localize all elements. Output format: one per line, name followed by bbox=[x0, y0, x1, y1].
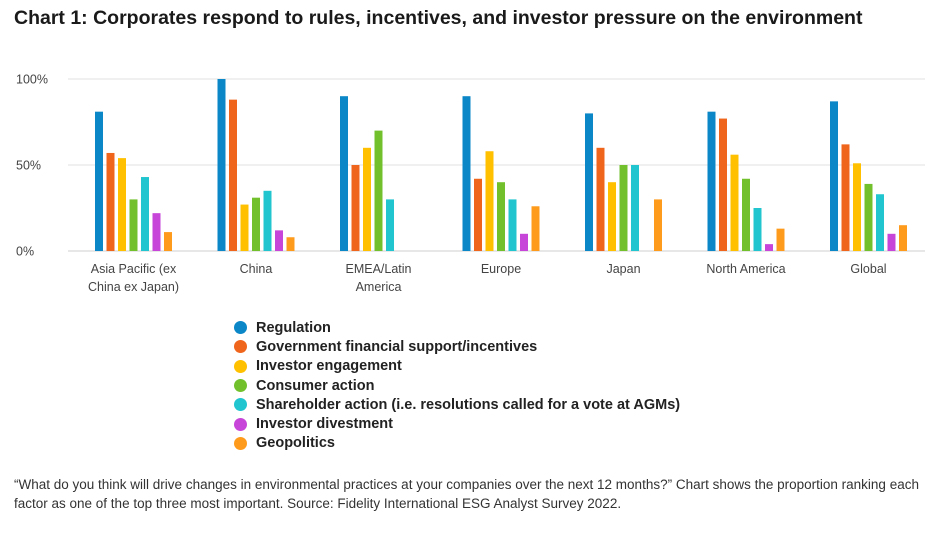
legend-label: Geopolitics bbox=[256, 435, 335, 452]
legend-item: Investor engagement bbox=[234, 357, 680, 376]
legend-swatch bbox=[234, 436, 247, 450]
bar-chart: 0% 50% 100% Asia Pacific (ex China ex Japan… bbox=[16, 73, 925, 294]
bar bbox=[497, 182, 505, 251]
legend-swatch bbox=[234, 340, 247, 354]
legend-label: Government financial support/incentives bbox=[256, 338, 538, 355]
legend-item: Government financial support/incentives bbox=[234, 337, 680, 356]
legend-item: Geopolitics bbox=[234, 434, 680, 453]
y-tick-label: 100% bbox=[16, 73, 48, 87]
bar bbox=[631, 165, 639, 251]
legend-item: Investor divestment bbox=[234, 414, 680, 433]
bar bbox=[841, 144, 850, 251]
bar bbox=[275, 230, 283, 251]
y-axis-ticks: 0% 50% 100% bbox=[16, 73, 48, 259]
legend-item: Regulation bbox=[234, 318, 680, 337]
chart-legend: Regulation Government financial support/i… bbox=[234, 318, 680, 453]
bar bbox=[730, 154, 739, 251]
legend-swatch bbox=[234, 417, 247, 431]
legend-label: Shareholder action (i.e. resolutions cal… bbox=[256, 396, 681, 413]
bar bbox=[462, 96, 471, 251]
bar bbox=[152, 213, 161, 251]
bar bbox=[374, 130, 383, 251]
bar bbox=[531, 206, 540, 251]
category-label: China bbox=[240, 262, 273, 276]
bar bbox=[520, 233, 528, 251]
legend-label: Investor divestment bbox=[256, 416, 393, 433]
bar bbox=[830, 101, 838, 251]
legend-swatch bbox=[234, 398, 247, 412]
bar bbox=[742, 178, 750, 251]
bar bbox=[351, 165, 360, 251]
bar bbox=[508, 199, 517, 251]
bars bbox=[95, 79, 907, 252]
bar bbox=[765, 244, 773, 251]
y-tick-label: 0% bbox=[16, 245, 34, 259]
bar bbox=[263, 190, 272, 251]
bar bbox=[474, 178, 482, 251]
category-label: Global bbox=[850, 262, 886, 276]
y-tick-label: 50% bbox=[16, 159, 41, 173]
bar bbox=[887, 233, 896, 251]
bar bbox=[252, 197, 260, 251]
bar bbox=[776, 228, 785, 251]
legend-swatch bbox=[234, 321, 247, 335]
gridlines bbox=[68, 78, 925, 252]
bar bbox=[864, 183, 873, 251]
category-label: Japan bbox=[606, 262, 640, 276]
bar bbox=[95, 111, 103, 252]
bar bbox=[654, 199, 662, 251]
legend-label: Regulation bbox=[256, 319, 331, 336]
x-axis-categories: Asia Pacific (ex China ex Japan) China EMEA… bbox=[88, 262, 887, 294]
bar bbox=[106, 152, 115, 251]
chart-title: Chart 1: Corporates respond to rules, in… bbox=[14, 7, 863, 29]
category-label: EMEA/Latin bbox=[345, 262, 411, 276]
legend-swatch bbox=[234, 379, 247, 393]
bar bbox=[164, 232, 172, 251]
bar bbox=[118, 158, 126, 251]
legend-item: Consumer action bbox=[234, 376, 680, 395]
legend-swatch bbox=[234, 359, 247, 373]
legend-item: Shareholder action (i.e. resolutions cal… bbox=[234, 395, 680, 414]
bar bbox=[340, 96, 348, 251]
bar bbox=[853, 163, 861, 251]
bar bbox=[386, 199, 394, 251]
bar bbox=[753, 208, 762, 251]
bar bbox=[596, 147, 605, 251]
bar bbox=[585, 113, 593, 252]
legend-label: Consumer action bbox=[256, 377, 375, 394]
legend-label: Investor engagement bbox=[256, 358, 402, 375]
bar bbox=[129, 199, 138, 251]
bar bbox=[876, 194, 884, 251]
category-label: China ex Japan) bbox=[88, 280, 179, 294]
bar bbox=[608, 182, 616, 251]
chart-footnote: “What do you think will drive changes in… bbox=[14, 477, 919, 511]
bar bbox=[707, 111, 716, 252]
bar bbox=[217, 79, 226, 251]
category-label: Europe bbox=[481, 262, 521, 276]
bar bbox=[619, 165, 628, 251]
category-label: America bbox=[356, 280, 402, 294]
bar bbox=[141, 177, 149, 251]
bar bbox=[286, 237, 295, 251]
bar bbox=[899, 225, 907, 251]
category-label: North America bbox=[706, 262, 785, 276]
category-label: Asia Pacific (ex bbox=[91, 262, 177, 276]
bar bbox=[485, 151, 494, 251]
bar bbox=[719, 118, 727, 251]
bar bbox=[363, 147, 371, 251]
bar bbox=[240, 204, 249, 251]
bar bbox=[229, 99, 237, 251]
